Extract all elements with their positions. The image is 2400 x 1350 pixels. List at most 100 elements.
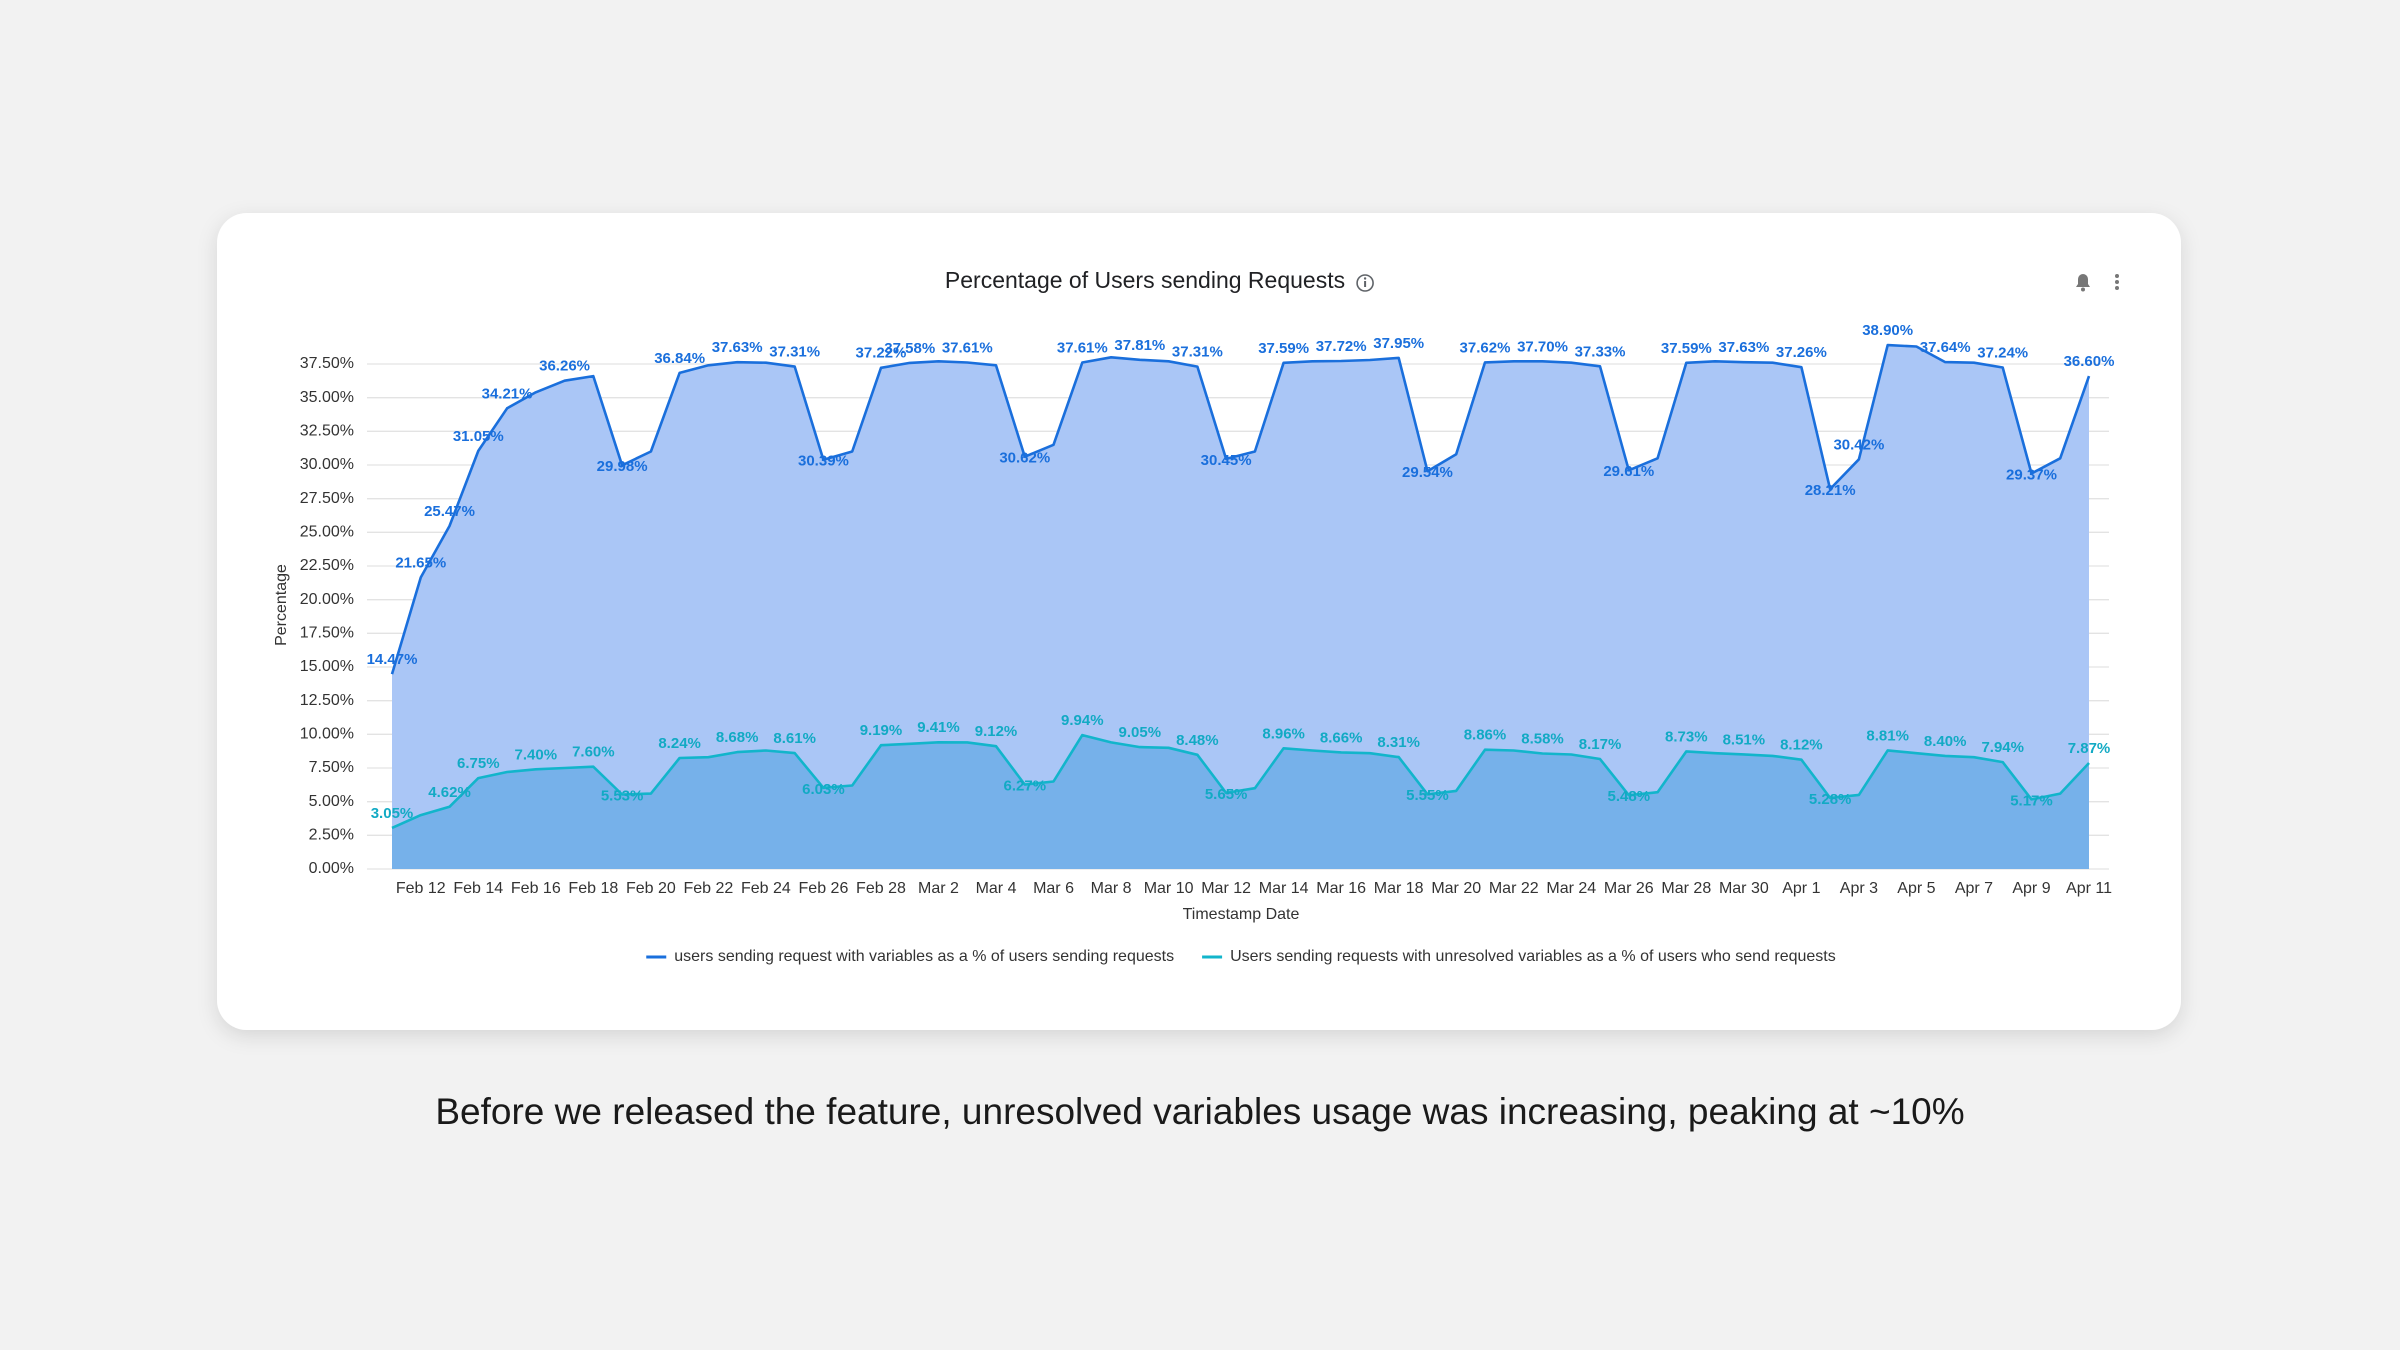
data-label: 37.59% [1661,340,1712,357]
x-tick-label: Mar 18 [1374,880,1424,897]
x-tick-label: Mar 2 [918,880,959,897]
data-label: 8.73% [1665,728,1708,745]
y-tick-label: 25.00% [300,524,354,541]
data-label: 5.55% [1406,787,1449,804]
data-label: 8.24% [658,735,701,752]
x-tick-label: Mar 26 [1604,880,1654,897]
data-label: 8.58% [1521,730,1564,747]
x-tick-label: Feb 12 [396,880,446,897]
y-tick-label: 30.00% [300,456,354,473]
x-tick-label: Apr 9 [2012,880,2050,897]
legend-label: users sending request with variables as … [674,948,1174,965]
y-tick-label: 5.00% [309,793,354,810]
data-label: 5.53% [601,787,644,804]
data-label: 25.47% [424,503,475,520]
data-label: 37.59% [1258,340,1309,357]
data-label: 7.87% [2068,740,2111,757]
y-tick-label: 32.50% [300,423,354,440]
x-axis-label: Timestamp Date [1183,906,1300,923]
x-tick-label: Feb 24 [741,880,791,897]
y-tick-label: 27.50% [300,490,354,507]
data-label: 37.31% [769,344,820,361]
x-tick-label: Mar 6 [1033,880,1074,897]
y-tick-label: 7.50% [309,759,354,776]
x-tick-label: Feb 22 [683,880,733,897]
x-tick-label: Mar 22 [1489,880,1539,897]
data-label: 34.21% [482,385,533,402]
data-label: 28.21% [1805,482,1856,499]
data-label: 8.12% [1780,737,1823,754]
data-label: 36.84% [654,350,705,367]
data-label: 37.24% [1977,344,2028,361]
data-label: 21.65% [395,554,446,571]
data-label: 8.68% [716,729,759,746]
data-label: 8.17% [1579,736,1622,753]
data-label: 8.61% [773,730,816,747]
legend-label: Users sending requests with unresolved v… [1230,948,1836,965]
x-tick-label: Apr 7 [1955,880,1993,897]
x-tick-label: Feb 18 [568,880,618,897]
more-menu[interactable] [2115,274,2119,290]
x-tick-label: Mar 10 [1144,880,1194,897]
x-tick-label: Mar 12 [1201,880,1251,897]
x-tick-label: Feb 14 [453,880,503,897]
data-label: 7.40% [515,746,558,763]
info-icon[interactable] [1356,274,1374,292]
legend: users sending request with variables as … [646,948,1836,965]
data-label: 5.28% [1809,791,1852,808]
data-label: 7.94% [1981,739,2024,756]
y-tick-label: 22.50% [300,557,354,574]
y-tick-label: 35.00% [300,389,354,406]
data-label: 8.40% [1924,733,1967,750]
y-tick-label: 10.00% [300,726,354,743]
series-line [391,733,2090,830]
data-label: 29.98% [597,458,648,475]
data-label: 14.47% [367,651,418,668]
data-label: 9.94% [1061,712,1104,729]
alert-bell[interactable] [2076,274,2090,292]
y-tick-label: 15.00% [300,658,354,675]
series-line [390,343,2091,675]
area-fill [392,345,2089,870]
data-label: 8.86% [1464,727,1507,744]
data-label: 37.72% [1316,338,1367,355]
x-tick-label: Apr 3 [1840,880,1878,897]
data-label: 5.17% [2010,792,2053,809]
data-label: 30.62% [999,450,1050,467]
x-tick-label: Apr 5 [1897,880,1935,897]
y-tick-label: 17.50% [300,625,354,642]
data-label: 9.12% [975,723,1018,740]
data-label: 5.65% [1205,786,1248,803]
data-label: 31.05% [453,428,504,445]
data-label: 7.60% [572,744,615,761]
caption: Before we released the feature, unresolv… [435,1091,1964,1132]
data-label: 8.96% [1262,725,1305,742]
data-label: 9.41% [917,719,960,736]
data-label: 38.90% [1862,322,1913,339]
data-label: 29.61% [1603,463,1654,480]
y-tick-label: 0.00% [309,860,354,877]
data-label: 36.26% [539,358,590,375]
data-label: 8.51% [1723,731,1766,748]
y-axis-label: Percentage [273,564,290,646]
x-tick-label: Mar 14 [1259,880,1309,897]
data-label: 37.64% [1920,339,1971,356]
area-fill [392,735,2089,869]
data-label: 9.19% [860,722,903,739]
data-label: 37.70% [1517,338,1568,355]
data-label: 30.45% [1201,452,1252,469]
data-label: 37.95% [1373,335,1424,352]
data-label: 30.42% [1833,436,1884,453]
x-tick-label: Apr 1 [1782,880,1820,897]
data-label: 8.31% [1377,734,1420,751]
data-label: 37.81% [1114,337,1165,354]
data-label: 37.61% [942,339,993,356]
x-tick-label: Mar 30 [1719,880,1769,897]
data-label: 3.05% [371,805,414,822]
data-label: 37.58% [884,340,935,357]
x-tick-label: Mar 28 [1661,880,1711,897]
data-label: 36.60% [2064,353,2115,370]
x-tick-label: Feb 16 [511,880,561,897]
y-tick-label: 2.50% [309,827,354,844]
